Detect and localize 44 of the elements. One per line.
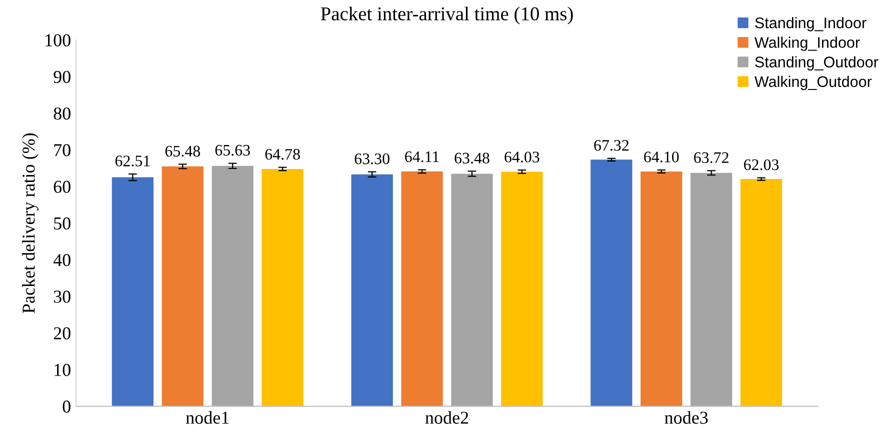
bar <box>112 177 154 406</box>
x-tick-label: node2 <box>425 411 468 424</box>
bar <box>451 174 493 406</box>
y-tick-label: 100 <box>46 34 70 46</box>
bar <box>690 172 732 406</box>
legend-label: Walking_Outdoor <box>754 76 872 90</box>
data-label: 62.51 <box>115 156 150 166</box>
data-label: 63.48 <box>454 152 490 164</box>
bar <box>740 179 782 406</box>
bar <box>351 174 393 406</box>
bar <box>212 166 254 406</box>
bar <box>401 171 443 406</box>
chart-title: Packet inter-arrival time (10 ms) <box>320 6 573 24</box>
data-label: 63.30 <box>354 153 390 164</box>
legend-label: Standing_Indoor <box>755 17 866 32</box>
legend-label: Walking_Indoor <box>754 36 860 51</box>
data-label: 64.03 <box>504 152 540 162</box>
bar <box>501 172 543 406</box>
y-tick-label: 90 <box>54 70 70 84</box>
data-label: 65.48 <box>165 146 200 157</box>
y-axis-title: Packet delivery ratio (%) <box>22 133 38 314</box>
y-tick-label: 60 <box>54 180 70 193</box>
data-label: 63.72 <box>694 152 728 164</box>
y-tick-label: 70 <box>54 144 70 156</box>
x-tick-label: node3 <box>664 411 708 424</box>
data-label: 62.03 <box>744 159 779 170</box>
bar <box>262 168 304 406</box>
data-label: 64.11 <box>405 151 439 162</box>
data-label: 64.10 <box>644 152 679 162</box>
x-tick-label: node1 <box>186 411 229 424</box>
y-tick-label: 20 <box>54 327 70 340</box>
y-tick-label: 50 <box>54 217 70 230</box>
data-label: 67.32 <box>594 140 629 151</box>
y-tick-label: 0 <box>62 400 70 413</box>
legend-label: Standing_Outdoor <box>755 56 878 70</box>
bar <box>590 160 632 406</box>
y-tick-label: 10 <box>54 364 70 376</box>
y-tick-label: 80 <box>54 107 70 120</box>
y-tick-label: 30 <box>54 290 70 303</box>
data-label: 64.78 <box>265 148 300 160</box>
y-tick-label: 40 <box>53 254 70 266</box>
bar <box>640 171 682 406</box>
bar <box>162 166 204 406</box>
data-label: 65.63 <box>215 144 250 156</box>
